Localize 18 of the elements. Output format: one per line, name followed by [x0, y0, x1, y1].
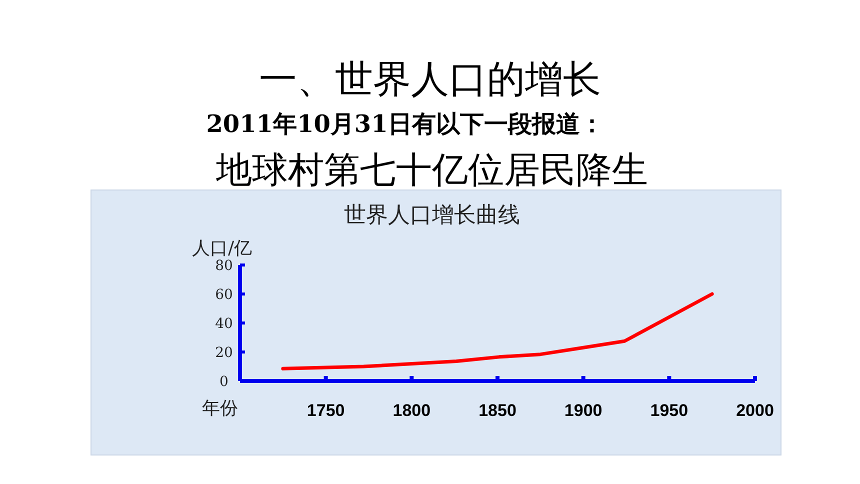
x-axis-title: 年份: [202, 398, 238, 419]
text: 2011年10月31日有以下一段报道：: [206, 109, 604, 138]
x-tick-label: 1800: [392, 401, 431, 420]
x-tick-label: 2000: [736, 401, 774, 420]
y-tick-label: 0: [220, 374, 228, 390]
y-tick-label: 40: [215, 316, 233, 332]
y-tick-label: 20: [215, 345, 233, 361]
x-tick-label: 1900: [564, 401, 602, 420]
line-series: [281, 292, 714, 370]
y-axis-title: 人口/亿: [192, 238, 252, 259]
x-tick-label: 1950: [650, 401, 688, 420]
x-tick-label: 1850: [478, 401, 516, 420]
chart-title: 世界人口增长曲线: [344, 203, 520, 228]
y-tick-label: 60: [215, 287, 233, 303]
y-tick-label: 80: [215, 258, 233, 274]
text: 地球村第七十亿位居民降生: [215, 150, 648, 191]
text: 一、世界人口的增长: [259, 57, 601, 101]
x-tick-label: 1750: [306, 401, 345, 420]
